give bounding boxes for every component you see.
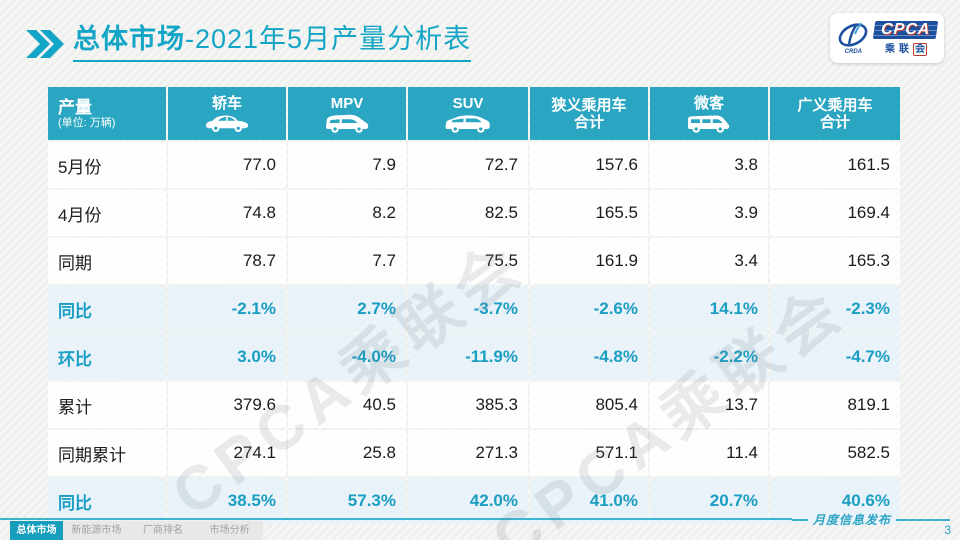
header-production-unit: (单位: 万辆): [58, 116, 116, 129]
emblem-caption: CRDA: [844, 48, 862, 55]
dash-decoration: [896, 518, 950, 521]
header-broad-pv-total: 广义乘用车 合计: [770, 87, 900, 140]
page-title-highlight: 总体市场: [73, 24, 185, 54]
page-title: 总体市场-2021年5月产量分析表: [73, 22, 472, 62]
title-bar: 总体市场-2021年5月产量分析表: [25, 22, 472, 65]
table-row-april: 4月份 74.8 8.2 82.5 165.5 3.9 169.4: [48, 190, 900, 236]
logo-brand: CPCA: [880, 21, 932, 38]
page-number: 3: [944, 523, 951, 537]
header-suv: SUV: [408, 87, 528, 140]
header-sedan: 轿车: [168, 87, 286, 140]
page-title-rest: -2021年5月产量分析表: [185, 24, 472, 54]
logo-seal-glyph: 会: [913, 43, 927, 56]
logo-text-block: CPCA 乘联会: [873, 21, 939, 56]
table-row-same-period-cumulative: 同期累计 274.1 25.8 271.3 571.1 11.4 582.5: [48, 430, 900, 476]
header-production-label: 产量: [58, 97, 92, 117]
dash-decoration: [792, 518, 808, 521]
tab-market-analysis[interactable]: 市场分析: [209, 525, 250, 536]
double-chevron-icon: [25, 28, 65, 65]
sedan-icon: [168, 113, 286, 133]
cpca-logo: CRDA CPCA 乘联会: [830, 13, 944, 63]
microvan-icon: [650, 113, 768, 133]
logo-subtitle: 乘联会: [885, 43, 927, 56]
header-production: 产量 (单位: 万辆): [48, 87, 166, 140]
mpv-icon: [288, 113, 406, 133]
table-row-same-period: 同期 78.7 7.7 75.5 161.9 3.4 165.3: [48, 238, 900, 284]
logo-brand-box: CPCA: [873, 21, 939, 39]
tab-manufacturer-ranking[interactable]: 厂商排名: [143, 525, 183, 536]
publication-label-wrap: 月度信息发布: [792, 511, 950, 528]
header-mpv: MPV: [288, 87, 406, 140]
cpca-emblem-icon: CRDA: [836, 21, 870, 55]
table-row-cumulative: 累计 379.6 40.5 385.3 805.4 13.7 819.1: [48, 382, 900, 428]
footer-accent-line: [0, 518, 792, 520]
suv-icon: [408, 113, 528, 133]
production-table: 产量 (单位: 万辆) 轿车 MPV: [46, 85, 902, 526]
tab-nev-market[interactable]: 新能源市场: [71, 525, 122, 536]
header-microvan: 微客: [650, 87, 768, 140]
table-row-may: 5月份 77.0 7.9 72.7 157.6 3.8 161.5: [48, 142, 900, 188]
table-row-cumulative-yoy: 同比 38.5% 57.3% 42.0% 41.0% 20.7% 40.6%: [48, 478, 900, 524]
footer-tab-bar: 总体市场 新能源市场 厂商排名 市场分析: [10, 521, 263, 540]
tab-overall-market[interactable]: 总体市场: [10, 521, 63, 540]
table-row-mom: 环比 3.0% -4.0% -11.9% -4.8% -2.2% -4.7%: [48, 334, 900, 380]
publication-label: 月度信息发布: [813, 513, 892, 527]
table-row-yoy: 同比 -2.1% 2.7% -3.7% -2.6% 14.1% -2.3%: [48, 286, 900, 332]
table-header-row: 产量 (单位: 万辆) 轿车 MPV: [48, 87, 900, 140]
header-narrow-pv-total: 狭义乘用车 合计: [530, 87, 648, 140]
